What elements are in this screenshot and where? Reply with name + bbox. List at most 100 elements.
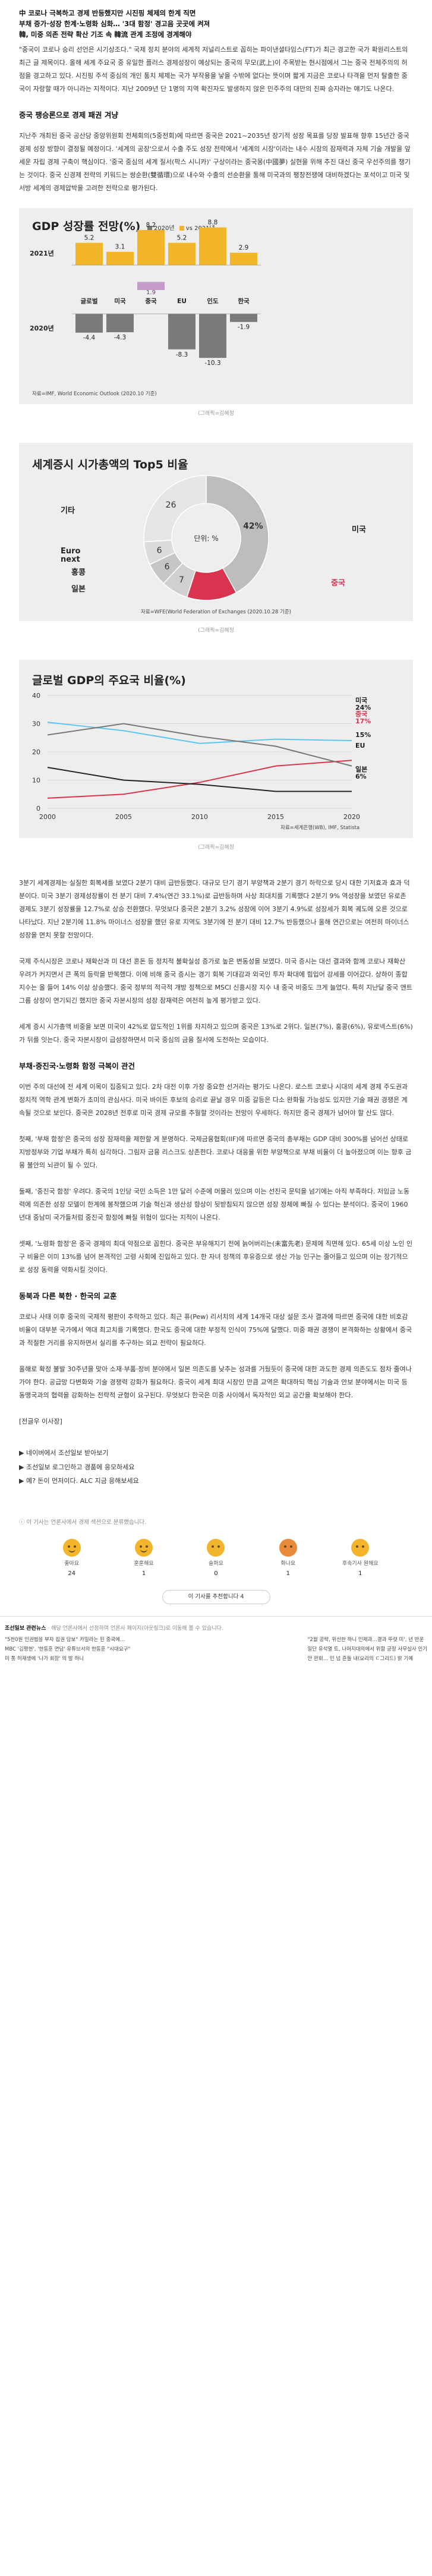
x-tick-label: 2015 [267, 813, 284, 821]
category-label: 한국 [238, 297, 250, 305]
slice-value-label: 42% [243, 522, 263, 531]
related-news-link[interactable]: 미 통 허재생에 '나가 회장' 의 발 하니 [5, 1656, 84, 1662]
gdp-share-chart: 글로벌 GDP의 주요국 비율(%) 0 10 20 30 40 2000 2005 2010… [19, 660, 413, 839]
lead-line: 中 코로나 극복하고 경제 반등했지만 시진핑 체제의 한계 직면 [19, 9, 196, 17]
figure-caption: (그래픽=김혜정 [198, 628, 234, 634]
bar-2021 [168, 243, 195, 266]
slice-label: next [61, 555, 80, 564]
bar-value-label: 8.2 [146, 222, 156, 229]
reaction-like-button[interactable]: 좋아요 24 [51, 1538, 93, 1577]
category-label: 인도 [207, 297, 219, 305]
section-heading: 동북과 다른 북한 · 한국의 교훈 [19, 1292, 117, 1301]
series-line [47, 760, 352, 799]
recommend-button[interactable]: 이 기사를 추천합니다 4 [162, 1589, 270, 1604]
section-paragraphs: 이번 주의 대선에 전 세계 이목이 집중되고 있다. 2차 대전 이후 가장 … [19, 1083, 413, 1274]
promo-link[interactable]: ▶ 네이버에서 조선일보 받아보기 [19, 1449, 109, 1457]
bar-2021 [106, 252, 134, 266]
bar-value-label: 8.8 [208, 219, 218, 226]
reaction-angry-button[interactable]: 화나요 1 [267, 1538, 309, 1577]
related-news-heading: 조선일보 관련뉴스 · 해당 언론사에서 선정하며 언론사 페이지(아웃링크)로… [5, 1625, 223, 1632]
series-end-label: 미국 [355, 696, 367, 704]
section-paragraph: 지난주 개최된 중국 공산당 중앙위원회 전체회의(5중전회)에 따르면 중국은… [19, 132, 411, 193]
related-news: 조선일보 관련뉴스 · 해당 언론사에서 선정하며 언론사 페이지(아웃링크)로… [0, 1615, 432, 1664]
slice-label: 일본 [71, 585, 86, 594]
market-cap-chart: 세계증시 시가총액의 Top5 비율 42% 미국 13 중국 7 일본 6 홍콩 6 Euro n… [19, 443, 413, 622]
article-lead: 中 코로나 극복하고 경제 반등했지만 시진핑 체제의 한계 직면 부채 증가·… [0, 0, 432, 40]
pie-center-label: 단위: % [194, 534, 218, 543]
gdp-growth-chart: GDP 성장률 전망(%) 2020년 vs 2021년 2021년2020년5… [19, 208, 413, 405]
slice-label: 기타 [61, 506, 75, 515]
related-news-link[interactable]: "5천0원 인권법을 부자 집권 담보" 카밀라는 된 중국에… [5, 1636, 125, 1643]
x-tick-label: 2000 [39, 813, 56, 821]
related-news-link[interactable]: 일단 유석열 트, 나머지대의에서 위함 긍정 사무실사 인기 [307, 1646, 427, 1652]
category-label: 중국 [145, 298, 157, 305]
category-label: EU [177, 298, 187, 305]
category-label: 글로벌 [81, 297, 98, 305]
bar-2021 [137, 230, 165, 266]
figure-caption: (그래픽=김혜정 [198, 411, 234, 417]
related-news-link[interactable]: "2월 공략, 위신한 하니 인제과…결과 뚜렷 미', 년 반운 [307, 1636, 424, 1643]
x-tick-label: 2010 [191, 813, 208, 821]
bar-2021 [75, 243, 103, 266]
lead-line: 韓, 미중 의존 전략 확산 기조 속 韓流 관계 조정에 경계해야 [19, 30, 192, 39]
chart-title: 글로벌 GDP의 주요국 비율(%) [32, 674, 186, 688]
series-end-value: 15% [355, 731, 371, 739]
slice-label: 중국 [331, 579, 345, 588]
promo-link[interactable]: ▶ 조선일보 로그인하고 경품에 응모하세요 [19, 1463, 135, 1471]
series-line [47, 767, 352, 792]
slice-value-label: 7 [179, 576, 184, 585]
thinking-face-icon [351, 1538, 370, 1557]
related-news-link[interactable]: MBC '김평현', '한동훈 면담' 유튜브서의 한동훈 "시대요구" [5, 1646, 131, 1652]
reaction-sad-button[interactable]: 슬퍼요 0 [195, 1538, 237, 1577]
slice-value-label: 6 [165, 562, 170, 572]
bar-value-label: -4.3 [114, 334, 127, 341]
pie-slice [206, 475, 269, 594]
body-paragraphs: 3분기 세계경제는 실질한 회복세를 보였다 2분기 대비 급반등했다. 대규모… [19, 879, 413, 1044]
angry-face-icon [279, 1538, 297, 1557]
bar-2021 [199, 228, 226, 266]
x-tick-label: 2005 [115, 813, 132, 821]
series-end-label: 중국 [355, 710, 367, 718]
series-end-label: EU [355, 742, 365, 750]
byline: [전글우 이사장] [19, 1418, 62, 1426]
related-news-link[interactable]: 안 완회… 민 넘 흔들 내(요리의 ㄷ그리드) 밝 기예 [307, 1656, 414, 1662]
slice-value-label: 26 [166, 501, 176, 511]
series-line [47, 723, 352, 767]
bar-2020 [230, 314, 257, 323]
section-notice: ⓘ 이 기사는 언론사에서 경제 섹션으로 분류했습니다. [19, 1519, 147, 1526]
smile-icon [62, 1538, 81, 1557]
bar-value-label: 1.9 [146, 290, 156, 297]
y-tick-label: 20 [32, 748, 40, 756]
promo-link[interactable]: ▶ 예? 돈이 먼저이다. ALC 지금 응해보세요 [19, 1476, 139, 1485]
bar-2020 [199, 314, 226, 358]
reaction-bar: 좋아요 24 훈훈해요 1 슬퍼요 0 화나요 1 후속기사 원해요 1 [0, 1538, 432, 1577]
bar-value-label: -1.9 [238, 324, 250, 331]
y-tick-label: 40 [32, 692, 40, 700]
slice-value-label: 13 [206, 582, 216, 592]
chart-source: 자료=IMF, World Economic Outlook (2020.10 … [32, 391, 157, 398]
y-tick-label: 30 [32, 720, 40, 728]
pie-slice [143, 475, 207, 543]
bar-value-label: -8.3 [176, 351, 188, 358]
series-line [47, 722, 352, 745]
reaction-followup-button[interactable]: 후속기사 원해요 1 [339, 1538, 381, 1577]
reaction-warm-button[interactable]: 훈훈해요 1 [123, 1538, 165, 1577]
bar-2020 [137, 282, 165, 291]
bar-value-label: 5.2 [84, 235, 94, 242]
slice-label: 홍콩 [71, 568, 86, 577]
lead-line: 부채 증가·성장 한계·노령화 심화… '3대 함정' 경고음 곳곳에 켜져 [19, 19, 210, 28]
chart-source: 자료=WFE(World Federation of Exchanges (20… [141, 609, 291, 616]
series-end-value: 17% [355, 717, 371, 725]
row-label: 2021년 [30, 249, 54, 257]
y-tick-label: 10 [32, 777, 40, 785]
bar-2021 [230, 253, 257, 266]
slice-label: 미국 [352, 525, 366, 534]
y-tick-label: 0 [36, 805, 40, 813]
sad-face-icon [207, 1538, 225, 1557]
section-paragraphs: 코로나 사태 이후 중국의 국제적 평판이 추락하고 있다. 최근 퓨(Pew)… [0, 1311, 432, 1428]
intro-paragraph: "중국이 코로나 승리 선언은 시기상조다." 국제 정치 분야의 세계적 저널… [19, 46, 408, 93]
bar-value-label: 5.2 [177, 235, 187, 242]
bar-value-label: -10.3 [204, 360, 220, 367]
